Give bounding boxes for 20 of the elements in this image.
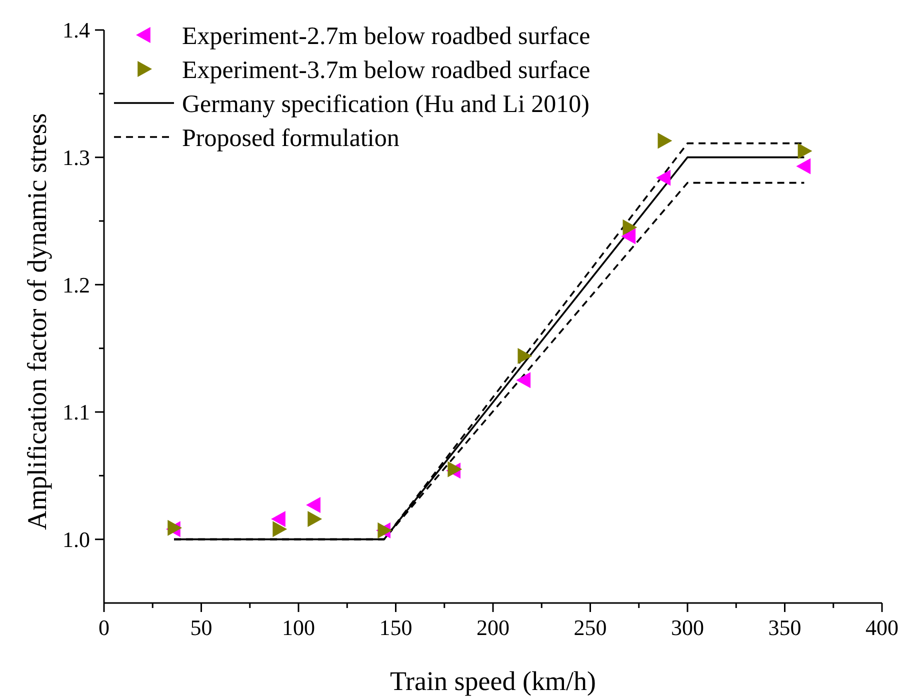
legend-label: Germany specification (Hu and Li 2010): [182, 90, 590, 118]
y-tick-label: 1.3: [62, 145, 90, 170]
x-axis-title: Train speed (km/h): [390, 666, 596, 696]
y-tick-label: 1.1: [62, 400, 90, 425]
x-tick-label: 250: [574, 615, 607, 640]
x-tick-label: 300: [671, 615, 704, 640]
legend-label: Experiment-2.7m below roadbed surface: [182, 22, 590, 50]
x-tick-label: 100: [282, 615, 315, 640]
legend-label: Experiment-3.7m below roadbed surface: [182, 56, 590, 84]
y-axis-title: Amplification factor of dynamic stress: [22, 113, 52, 530]
x-tick-label: 150: [379, 615, 412, 640]
y-tick-label: 1.4: [62, 18, 90, 43]
x-tick-label: 350: [768, 615, 802, 640]
x-tick-label: 200: [476, 615, 510, 640]
y-tick-label: 1.0: [62, 527, 90, 552]
y-tick-label: 1.2: [62, 272, 90, 298]
x-tick-label: 50: [190, 615, 212, 640]
legend-label: Proposed formulation: [182, 124, 400, 152]
x-tick-label: 400: [866, 615, 898, 640]
x-tick-label: 0: [98, 615, 110, 640]
